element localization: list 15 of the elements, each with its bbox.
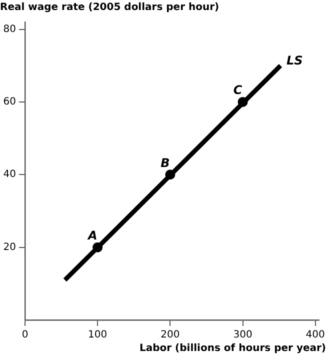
annotation: C xyxy=(233,83,242,98)
y-axis-title: Real wage rate (2005 dollars per hour) xyxy=(0,2,220,13)
x-tick-label: 200 xyxy=(160,330,180,341)
x-tick-label: 100 xyxy=(88,330,108,341)
series-label: LS xyxy=(286,54,303,68)
annotation: A xyxy=(86,228,98,242)
y-tick-label: 20 xyxy=(3,242,16,253)
y-tick-label: 40 xyxy=(3,169,16,180)
x-tick-label: 0 xyxy=(22,330,28,341)
y-tick-label: 60 xyxy=(3,96,16,108)
x-axis-title: Labor (billions of hours per year) xyxy=(139,343,326,354)
annotation: B xyxy=(160,156,170,170)
y-tick-label: 80 xyxy=(3,24,16,35)
x-tick-label: 400 xyxy=(306,330,325,341)
x-tick-label: 300 xyxy=(233,330,252,341)
